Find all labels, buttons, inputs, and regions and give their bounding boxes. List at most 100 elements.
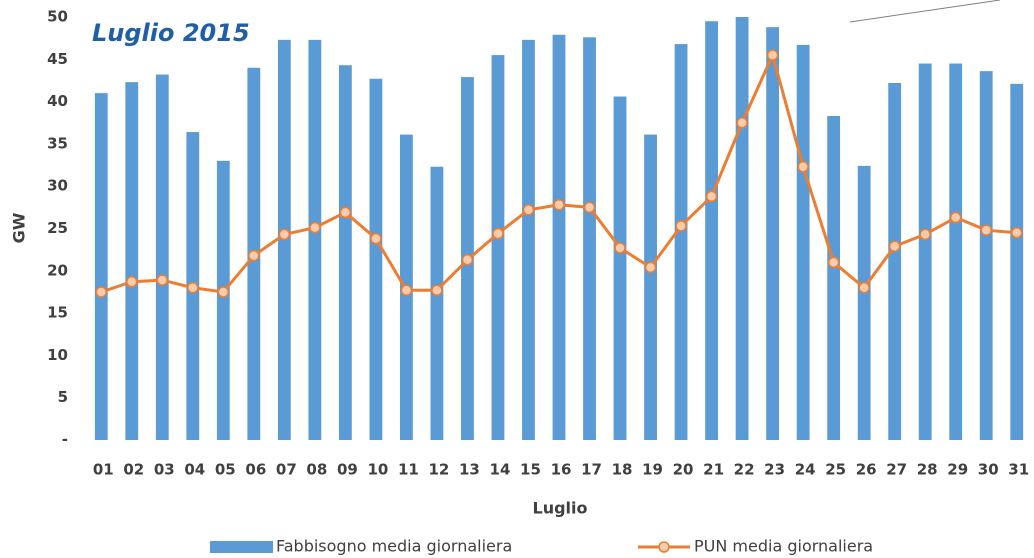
x-tick-label: 12 bbox=[428, 461, 449, 479]
marker bbox=[370, 232, 382, 245]
bar bbox=[125, 82, 139, 440]
marker bbox=[339, 206, 352, 219]
bar bbox=[918, 63, 932, 440]
x-tick-label: 19 bbox=[642, 461, 663, 479]
y-tick-label: 35 bbox=[47, 134, 68, 152]
marker bbox=[95, 286, 108, 298]
x-tick-label: 21 bbox=[703, 461, 724, 479]
x-tick-label: 01 bbox=[93, 461, 114, 479]
bar bbox=[827, 115, 841, 441]
x-axis-label: Luglio bbox=[533, 499, 588, 518]
marker bbox=[949, 211, 962, 224]
y-tick-label: 45 bbox=[47, 50, 68, 68]
marker bbox=[766, 49, 779, 61]
y-tick-label: - bbox=[62, 431, 68, 449]
x-tick-label: 24 bbox=[795, 461, 816, 479]
y-tick-label: 40 bbox=[47, 92, 68, 110]
marker bbox=[217, 286, 230, 298]
x-tick-label: 28 bbox=[917, 461, 938, 479]
bar bbox=[613, 96, 627, 441]
bar bbox=[552, 34, 566, 441]
marker bbox=[126, 276, 138, 288]
bar bbox=[308, 39, 322, 440]
marker bbox=[858, 281, 870, 294]
x-tick-label: 10 bbox=[367, 461, 388, 479]
x-tick-label: 17 bbox=[581, 461, 602, 479]
marker bbox=[736, 117, 748, 129]
bar bbox=[216, 160, 230, 440]
x-tick-label: 16 bbox=[551, 461, 572, 479]
x-tick-label: 23 bbox=[764, 461, 785, 479]
x-tick-label: 14 bbox=[490, 461, 511, 479]
legend-marker bbox=[658, 541, 670, 553]
decor-line bbox=[849, 0, 1001, 23]
x-tick-label: 03 bbox=[154, 461, 175, 479]
x-tick-label: 20 bbox=[673, 461, 694, 479]
bar bbox=[888, 82, 902, 440]
x-tick-label: 11 bbox=[398, 461, 419, 479]
bar bbox=[674, 44, 688, 441]
marker bbox=[492, 227, 504, 240]
x-tick-label: 27 bbox=[886, 461, 907, 479]
y-tick-label: 50 bbox=[47, 8, 68, 26]
marker bbox=[553, 199, 565, 211]
bar bbox=[583, 37, 596, 440]
bar bbox=[94, 93, 108, 440]
bar bbox=[796, 44, 810, 440]
bar bbox=[155, 74, 169, 440]
marker bbox=[278, 228, 291, 241]
bar bbox=[1010, 83, 1024, 441]
bar bbox=[979, 71, 993, 441]
legend-label: Fabbisogno media giornaliera bbox=[276, 537, 512, 556]
bar bbox=[705, 21, 718, 440]
x-tick-label: 26 bbox=[856, 461, 877, 479]
x-tick-label: 09 bbox=[337, 461, 358, 479]
bar bbox=[338, 65, 352, 441]
marker bbox=[797, 160, 809, 173]
y-tick-label: 25 bbox=[47, 219, 68, 237]
marker bbox=[1010, 226, 1023, 239]
marker bbox=[919, 228, 931, 241]
y-tick-label: 20 bbox=[47, 261, 68, 279]
annotation: Luglio 2015 bbox=[92, 19, 250, 47]
marker bbox=[461, 254, 474, 266]
marker bbox=[644, 261, 657, 274]
marker bbox=[705, 190, 718, 203]
marker bbox=[156, 274, 169, 286]
legend-label: PUN media giornaliera bbox=[694, 537, 873, 556]
marker bbox=[309, 221, 321, 234]
y-tick-label: 30 bbox=[47, 177, 68, 195]
x-tick-label: 31 bbox=[1008, 461, 1029, 479]
marker bbox=[522, 204, 535, 216]
x-tick-label: 29 bbox=[947, 461, 968, 479]
x-tick-label: 22 bbox=[734, 461, 755, 479]
y-tick-label: 15 bbox=[47, 304, 68, 322]
x-tick-label: 25 bbox=[825, 461, 846, 479]
legend-swatch bbox=[210, 541, 273, 553]
x-tick-label: 13 bbox=[459, 461, 480, 479]
bar bbox=[430, 166, 444, 440]
bar bbox=[522, 39, 535, 440]
x-tick-label: 30 bbox=[978, 461, 999, 479]
marker bbox=[827, 256, 840, 269]
x-tick-label: 18 bbox=[612, 461, 633, 479]
marker bbox=[400, 284, 413, 297]
bar bbox=[766, 27, 780, 440]
x-tick-label: 15 bbox=[520, 461, 541, 479]
marker bbox=[614, 242, 626, 254]
x-tick-label: 07 bbox=[276, 461, 297, 479]
y-tick-label: 10 bbox=[47, 346, 68, 364]
x-tick-label: 04 bbox=[184, 461, 205, 479]
marker bbox=[888, 240, 901, 253]
bar bbox=[857, 165, 871, 440]
x-tick-label: 02 bbox=[123, 461, 144, 479]
y-tick-label: 5 bbox=[58, 388, 68, 406]
marker bbox=[248, 249, 260, 262]
marker bbox=[675, 220, 687, 232]
bar bbox=[949, 63, 963, 440]
bar bbox=[491, 55, 505, 440]
marker bbox=[583, 201, 596, 214]
marker bbox=[431, 284, 443, 297]
bar bbox=[369, 78, 383, 441]
